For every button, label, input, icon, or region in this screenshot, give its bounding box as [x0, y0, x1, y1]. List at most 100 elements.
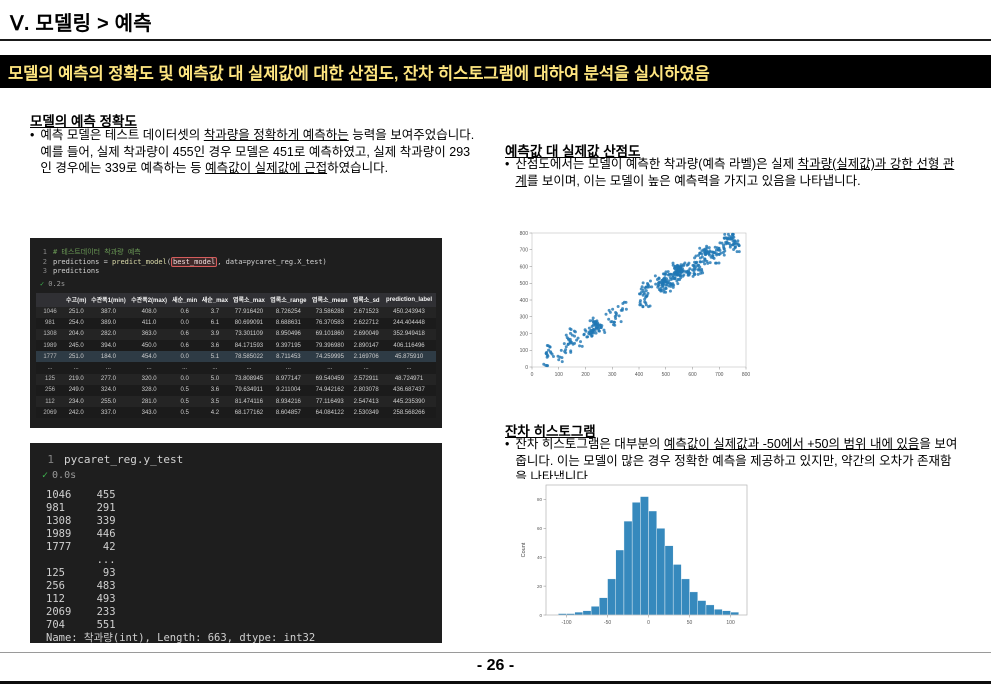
line-number: 1 — [42, 248, 47, 256]
svg-text:-50: -50 — [604, 620, 611, 626]
svg-text:300: 300 — [608, 372, 617, 378]
notebook-screenshot-predictions: 1 # 테스트데이터 착과량 예측 2 predictions = predict_… — [30, 238, 442, 428]
code-text: pycaret_reg.y_test — [64, 453, 184, 466]
accuracy-bullet-text: 예측 모델은 테스트 데이터셋의 착과량을 정확하게 예측하는 능력을 보여주었… — [40, 128, 475, 175]
svg-text:100: 100 — [555, 372, 564, 378]
svg-text:100: 100 — [726, 620, 735, 626]
ytest-output: 1046 455 981 291 1308 339 1989 446 1777 … — [46, 489, 316, 643]
code-line: 1 # 테스트데이터 착과량 예측 — [38, 248, 434, 258]
bullet-icon: • — [505, 157, 510, 171]
svg-text:40: 40 — [537, 555, 543, 560]
svg-text:200: 200 — [520, 331, 529, 337]
table-header-cell: 엽록소_max — [230, 292, 268, 307]
table-row: 125 219.0 277.0 320.0 0.0 5.0 73.808945 8.97714… — [36, 373, 436, 385]
svg-text:200: 200 — [581, 372, 590, 378]
table-row: 1989 245.0 394.0 450.0 0.6 3.6 84.171593 9.3971… — [36, 340, 436, 352]
table-header-cell: 엽록소_range — [267, 292, 310, 307]
svg-text:400: 400 — [520, 298, 529, 304]
notebook1-code: 1 # 테스트데이터 착과량 예측 2 predictions = predict_… — [30, 238, 442, 277]
title-divider — [0, 39, 991, 41]
svg-text:800: 800 — [742, 372, 751, 378]
scatter-bullet-text: 산점도에서는 모델이 예측한 착과량(예측 라벨)은 실제 착과량(실제값)과 … — [515, 157, 955, 188]
table-header-cell: 새순_min — [169, 292, 200, 307]
execution-time: 0.0s — [52, 470, 77, 481]
bullet-icon: • — [30, 128, 35, 142]
line-number: 3 — [42, 267, 47, 275]
table-row: ................................. — [36, 362, 436, 374]
code-line: 2 predictions = predict_model(best_model,… — [38, 256, 434, 268]
check-icon: ✓ — [42, 470, 49, 481]
svg-text:0: 0 — [647, 620, 650, 626]
code-text: , data=pycaret_reg.X_test) — [217, 257, 327, 266]
svg-text:400: 400 — [635, 372, 644, 378]
predictions-table-head: 수고(m) 수관폭1(min) 수관폭2(max) 새순_min 새순_max 엽록소_m… — [36, 292, 436, 307]
table-header-cell: 수관폭2(max) — [128, 292, 170, 307]
table-row: 1308 204.0 282.0 363.0 0.6 3.9 73.301109 8.9504… — [36, 328, 436, 341]
bottom-border — [0, 681, 991, 684]
residual-histogram: -100 -50 0 50 100 0 20 40 60 80 Count — [516, 479, 754, 637]
svg-text:100: 100 — [520, 348, 529, 354]
svg-text:-100: -100 — [562, 620, 572, 626]
code-text: ( — [166, 257, 172, 266]
code-line: 3 predictions — [38, 267, 434, 277]
table-row: 256 249.0 324.0 328.0 0.5 3.6 79.634911 9.21100… — [36, 384, 436, 396]
svg-text:700: 700 — [715, 372, 724, 378]
svg-text:800: 800 — [520, 231, 529, 237]
svg-text:60: 60 — [537, 526, 543, 531]
execution-time: 0.2s — [48, 279, 66, 288]
table-header-cell: 수고(m) — [64, 292, 89, 307]
accuracy-bullet: • 예측 모델은 테스트 데이터셋의 착과량을 정확하게 예측하는 능력을 보여… — [30, 127, 475, 177]
table-header-cell — [36, 292, 64, 307]
svg-text:0: 0 — [539, 613, 542, 618]
table-row: 1046 251.0 387.0 408.0 0.6 3.7 77.916420 8.7262… — [36, 306, 436, 318]
svg-text:700: 700 — [520, 248, 529, 254]
svg-text:600: 600 — [520, 264, 529, 270]
line-number: 2 — [42, 257, 47, 266]
svg-text:300: 300 — [520, 315, 529, 321]
svg-text:20: 20 — [537, 584, 543, 589]
histogram-heading: 잔차 히스토그램 — [505, 424, 596, 439]
table-row: 1777 251.0 184.0 454.0 0.0 5.1 78.585022 8.7114… — [36, 351, 436, 363]
svg-text:500: 500 — [520, 281, 529, 287]
svg-text:0: 0 — [531, 372, 534, 378]
scatter-bullet: • 산점도에서는 모델이 예측한 착과량(예측 라벨)은 실제 착과량(실제값)… — [505, 156, 960, 189]
line-number: 1 — [47, 453, 54, 466]
footer-divider — [0, 652, 991, 653]
notebook2-code: 1 pycaret_reg.y_test — [30, 443, 442, 467]
dataframe-wrap: 수고(m) 수관폭1(min) 수관폭2(max) 새순_min 새순_max 엽록소_m… — [30, 292, 442, 419]
predictions-table-body: 1046 251.0 387.0 408.0 0.6 3.7 77.916420 8.7262… — [36, 306, 436, 419]
code-comment: # 테스트데이터 착과량 예측 — [53, 248, 141, 256]
code-text: predictions = — [53, 257, 113, 266]
svg-text:600: 600 — [688, 372, 697, 378]
summary-banner-text: 모델의 예측의 정확도 및 예측값 대 실제값에 대한 산점도, 잔차 히스토그… — [8, 64, 710, 83]
table-header-cell: 수관폭1(min) — [88, 292, 129, 307]
table-header-cell: 새순_max — [199, 292, 231, 307]
bullet-icon: • — [505, 437, 510, 451]
table-row: 2069 242.0 337.0 343.0 0.5 4.2 68.177162 8.6048… — [36, 407, 436, 419]
svg-text:50: 50 — [687, 620, 693, 626]
notebook-screenshot-ytest: 1 pycaret_reg.y_test ✓ 0.0s 1046 455 981 2… — [30, 443, 442, 643]
check-icon: ✓ — [40, 279, 45, 288]
table-row: 981 254.0 389.0 411.0 0.0 6.1 80.699091 8.68863… — [36, 317, 436, 329]
page-title: Ⅴ. 모델링 > 예측 — [10, 13, 152, 35]
scatter-heading: 예측값 대 실제값 산점도 — [505, 144, 641, 159]
table-header-cell: 엽록소_mean — [309, 292, 351, 307]
function-name: predict_model — [112, 257, 167, 266]
highlighted-token: best_model — [171, 256, 218, 267]
table-header-cell: 엽록소_sd — [350, 292, 382, 307]
execution-status: ✓ 0.2s — [30, 277, 442, 288]
predictions-table: 수고(m) 수관폭1(min) 수관폭2(max) 새순_min 새순_max 엽록소_m… — [36, 292, 436, 419]
page-number: - 26 - — [476, 657, 515, 674]
table-header-cell: prediction_label — [382, 292, 436, 307]
scatter-plot: 0 100 200 300 400 500 600 700 800 0 100 200 300 400 50… — [504, 227, 752, 389]
summary-banner: 모델의 예측의 정확도 및 예측값 대 실제값에 대한 산점도, 잔차 히스토그… — [0, 55, 991, 88]
svg-text:500: 500 — [662, 372, 671, 378]
code-text: predictions — [53, 267, 100, 275]
execution-status: ✓ 0.0s — [30, 467, 442, 481]
svg-text:0: 0 — [525, 365, 528, 371]
accuracy-heading: 모델의 예측 정확도 — [30, 114, 137, 129]
table-row: 112 234.0 255.0 281.0 0.5 3.5 81.474116 8.93421… — [36, 396, 436, 408]
svg-text:80: 80 — [537, 497, 543, 502]
svg-text:Count: Count — [521, 542, 527, 557]
